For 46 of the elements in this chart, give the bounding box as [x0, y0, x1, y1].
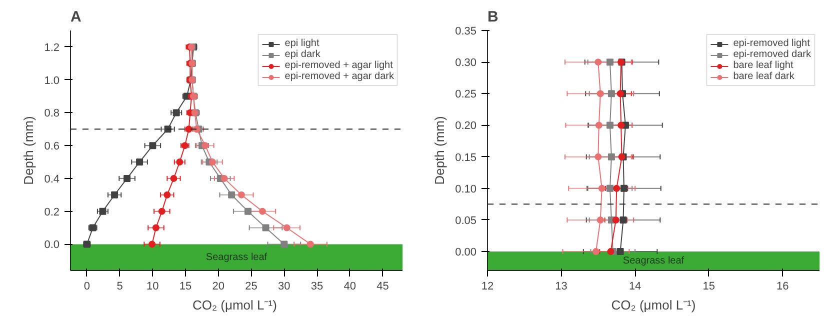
x-tick-label: 15 [179, 280, 192, 292]
legend-label: epi-removed + agar dark [284, 71, 394, 82]
x-tick-label: 14 [628, 280, 642, 292]
y-tick-label: 0.15 [455, 152, 477, 164]
legend-label: epi light [284, 38, 320, 49]
x-tick-label: 25 [245, 280, 258, 292]
band-label: Seagrass leaf [206, 252, 268, 263]
chart-title: B [488, 8, 498, 26]
y-tick-label: 0.0 [44, 239, 60, 252]
x-tick-label: 12 [481, 280, 494, 292]
x-tick-label: 40 [344, 280, 356, 292]
y-tick-label: 1.2 [44, 42, 60, 54]
y-tick-label: 0.00 [455, 246, 477, 259]
y-tick-label: 0.2 [44, 206, 60, 218]
y-tick-label: 0.30 [455, 57, 477, 70]
legend-label: epi dark [284, 49, 320, 60]
x-tick-label: 35 [310, 280, 324, 292]
y-tick-label: 0.25 [455, 88, 477, 101]
y-tick-label: 0.10 [455, 183, 477, 196]
y-tick-label: 1.0 [44, 74, 60, 87]
x-tick-label: 30 [278, 280, 290, 292]
x-axis-title: CO₂ (μmol L⁻¹) [611, 298, 696, 312]
y-tick-label: 0.8 [44, 108, 60, 120]
legend-label: epi-removed light [733, 38, 810, 49]
y-tick-label: 0.35 [455, 26, 477, 38]
x-axis-title: CO₂ (μmol L⁻¹) [192, 298, 277, 312]
x-tick-label: 0 [84, 280, 90, 292]
legend-label: epi-removed + agar light [284, 60, 393, 71]
legend-label: bare leaf light [733, 60, 794, 71]
x-tick-label: 15 [702, 280, 715, 292]
x-tick-label: 20 [212, 280, 225, 292]
x-tick-label: 45 [376, 280, 389, 292]
band-label: Seagrass leaf [622, 256, 684, 267]
x-tick-label: 16 [776, 280, 789, 292]
y-tick-label: 0.05 [455, 214, 477, 227]
y-axis-title: Depth (mm) [21, 116, 36, 185]
y-axis-title: Depth (mm) [432, 116, 448, 185]
legend-label: bare leaf dark [733, 71, 794, 82]
y-tick-label: 0.20 [455, 120, 477, 132]
chart-title: A [70, 8, 82, 26]
x-tick-label: 13 [555, 280, 568, 292]
legend-label: epi-removed dark [733, 49, 811, 60]
y-tick-label: 0.4 [44, 173, 60, 186]
x-tick-label: 5 [116, 280, 123, 292]
x-tick-label: 10 [146, 280, 159, 292]
y-tick-label: 0.6 [44, 140, 60, 153]
